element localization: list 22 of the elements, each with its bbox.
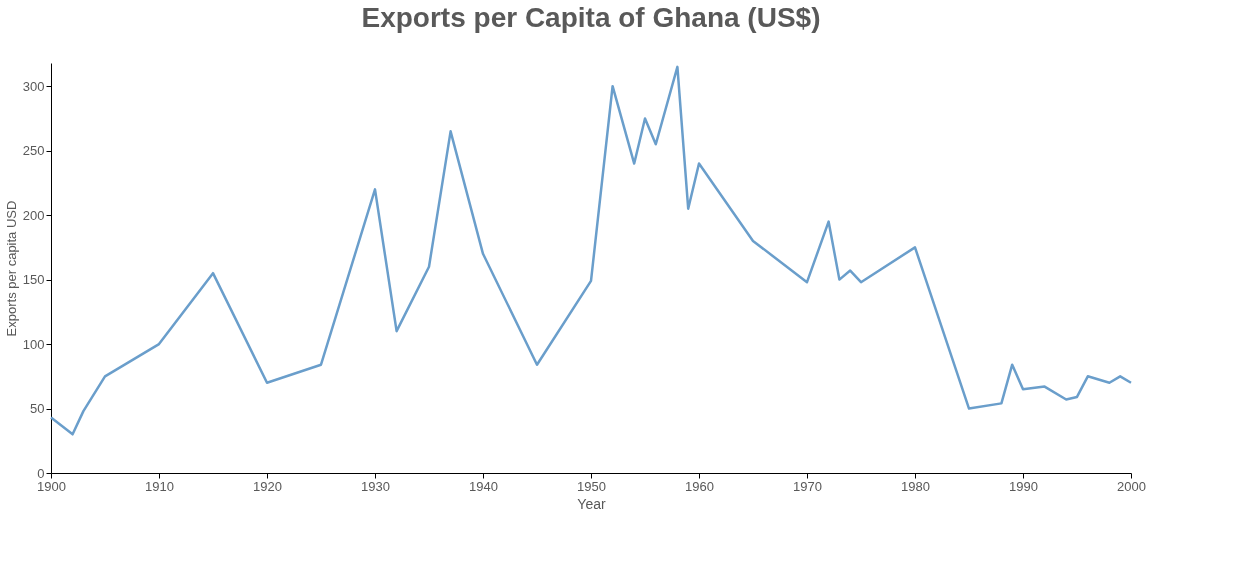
x-tick-label: 1990 bbox=[1009, 478, 1038, 494]
y-tick-label: 250 bbox=[22, 143, 45, 159]
y-tick-label: 300 bbox=[22, 78, 45, 94]
y-axis-title: Exports per capita USD bbox=[3, 200, 19, 337]
x-tick-label: 1910 bbox=[145, 478, 174, 494]
y-tick-label: 150 bbox=[22, 272, 45, 288]
line-series bbox=[49, 65, 1133, 436]
x-axis-title: Year bbox=[577, 495, 606, 512]
x-tick-label: 2000 bbox=[1117, 478, 1146, 494]
y-tick-label: 50 bbox=[30, 401, 45, 417]
x-tick-label: 1920 bbox=[253, 478, 282, 494]
y-tick-label: 100 bbox=[22, 336, 45, 352]
x-tick-label: 1970 bbox=[793, 478, 822, 494]
x-tick-label: 1900 bbox=[37, 478, 66, 494]
x-tick-label: 1950 bbox=[577, 478, 606, 494]
x-tick-label: 1960 bbox=[685, 478, 714, 494]
y-tick-label: 200 bbox=[22, 207, 45, 223]
y-tick-label: 0 bbox=[37, 465, 45, 481]
chart-title: Exports per Capita of Ghana (US$) bbox=[361, 2, 821, 33]
x-tick-label: 1930 bbox=[361, 478, 390, 494]
x-tick-label: 1980 bbox=[901, 478, 930, 494]
x-tick-label: 1940 bbox=[469, 478, 498, 494]
